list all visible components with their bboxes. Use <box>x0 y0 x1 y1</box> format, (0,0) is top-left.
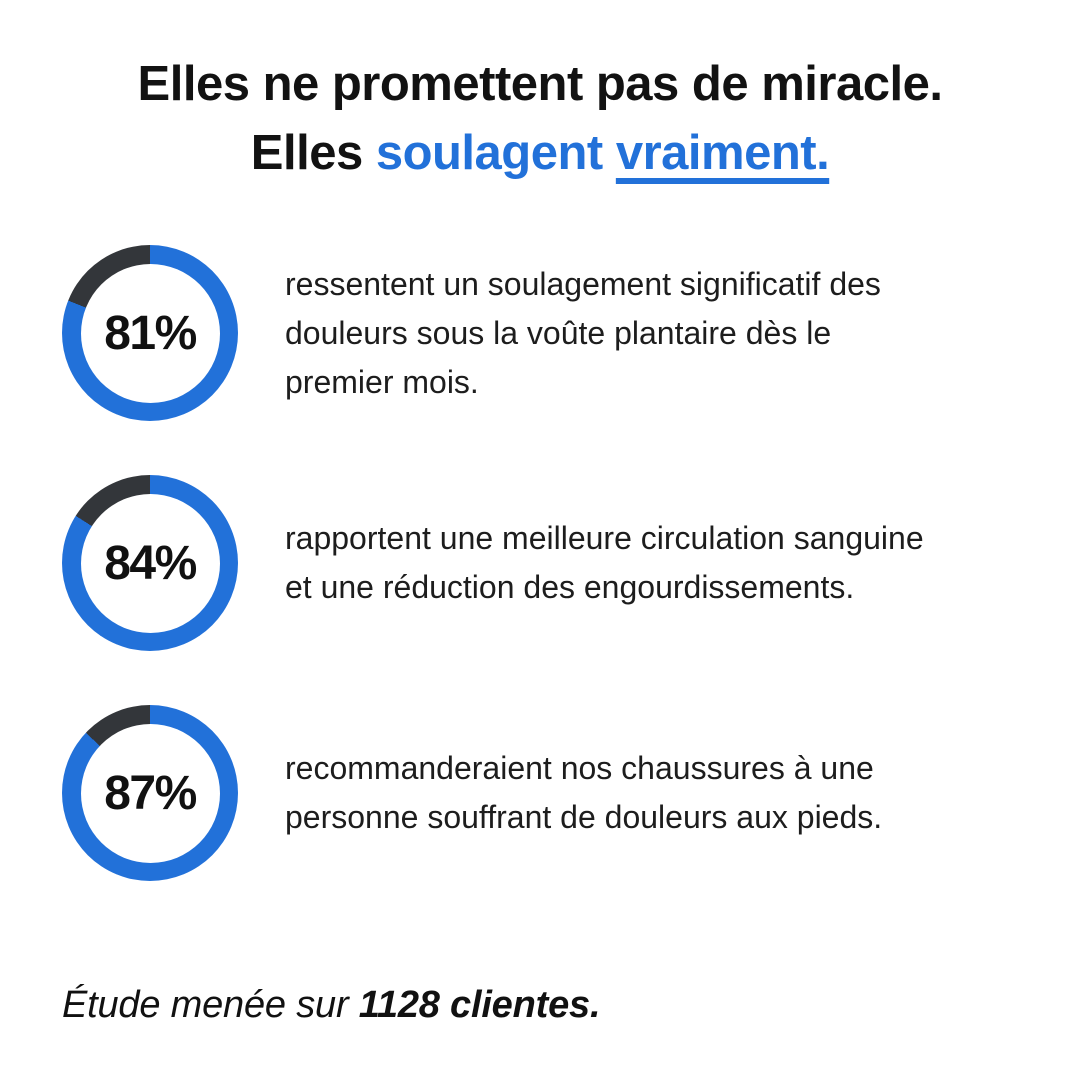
progress-ring-center: 81% <box>80 263 220 403</box>
progress-ring-81: 81% <box>62 245 238 421</box>
study-footnote: Étude menée sur 1128 clientes. <box>62 984 601 1027</box>
headline-line1: Elles ne promettent pas de miracle. <box>137 57 943 111</box>
stat-row-3: 87% recommanderaient nos chaussures à un… <box>62 705 1045 881</box>
stat-description: rapportent une meilleure circulation san… <box>285 520 924 605</box>
headline: Elles ne promettent pas de miracle. Elle… <box>0 50 1080 188</box>
stat-row-2: 84% rapportent une meilleure circulation… <box>62 475 1045 651</box>
percent-label: 87% <box>104 766 197 820</box>
headline-line2-prefix: Elles <box>250 126 376 180</box>
percent-label: 81% <box>104 306 197 360</box>
stat-description: recommanderaient nos chaussures à une pe… <box>285 750 883 835</box>
headline-line2-underlined: vraiment. <box>615 126 830 180</box>
progress-ring-center: 84% <box>80 493 220 633</box>
footnote-sample-size: 1128 clientes. <box>358 984 601 1026</box>
progress-ring-87: 87% <box>62 705 238 881</box>
progress-ring-84: 84% <box>62 475 238 651</box>
stat-description: ressentent un soulagement significatif d… <box>285 265 881 400</box>
footnote-prefix: Étude menée sur <box>62 984 359 1026</box>
headline-line2-highlight: soulagent <box>375 126 616 180</box>
progress-ring-center: 87% <box>80 723 220 863</box>
stat-row-1: 81% ressentent un soulagement significat… <box>62 245 1045 421</box>
percent-label: 84% <box>104 536 197 590</box>
headline-line2: Elles soulagent vraiment. <box>0 119 1080 188</box>
